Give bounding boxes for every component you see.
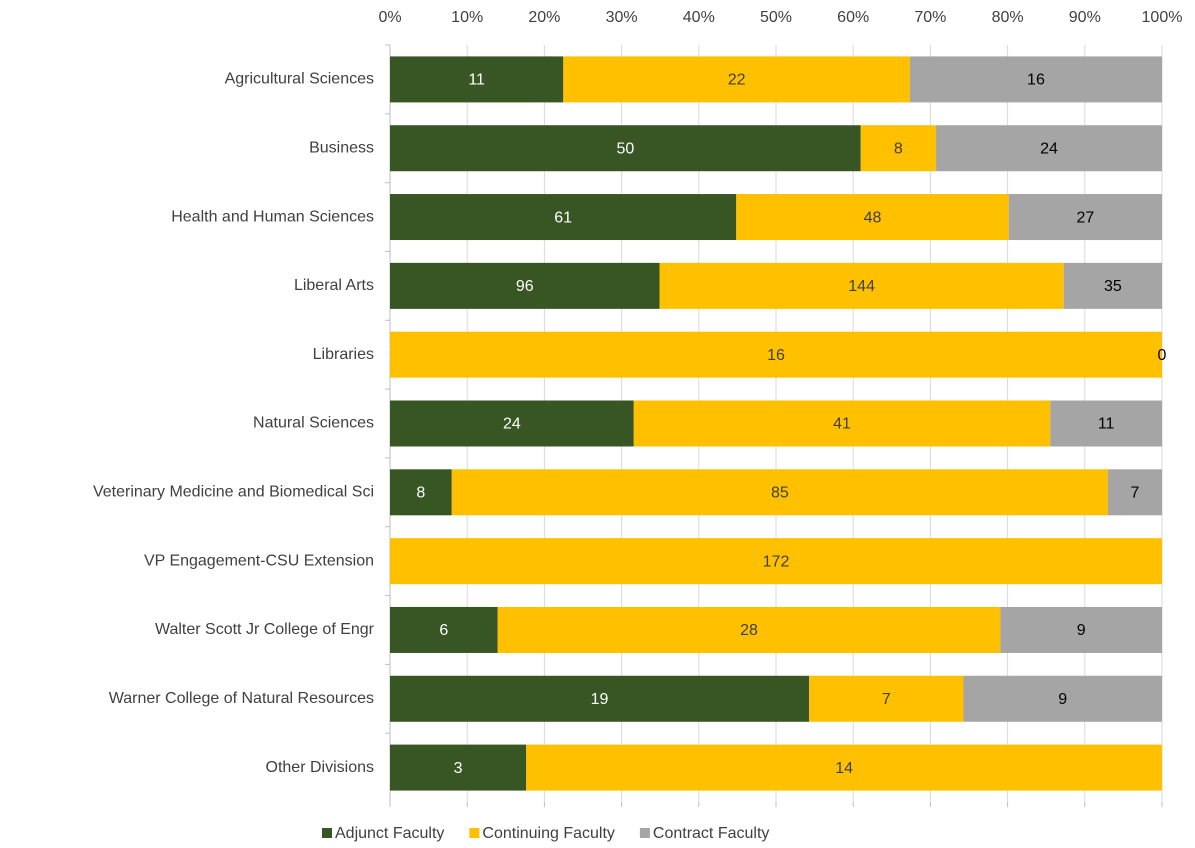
data-label: 16: [1027, 72, 1045, 89]
data-label: 19: [591, 691, 609, 708]
bar-segment: [390, 744, 527, 791]
x-tick-label: 70%: [914, 9, 946, 26]
bar-segment: [963, 675, 1162, 722]
y-tick-label: Liberal Arts: [294, 277, 374, 294]
data-label: 9: [1058, 691, 1067, 708]
bar-segment: [451, 469, 1108, 516]
data-label: 7: [882, 691, 891, 708]
bar-segment: [1050, 400, 1162, 447]
y-tick-label: Natural Sciences: [253, 415, 374, 432]
data-label: 14: [835, 760, 853, 777]
legend-label: Adjunct Faculty: [335, 825, 444, 842]
data-label: 61: [554, 209, 572, 226]
bar-segment: [809, 675, 964, 722]
data-label: 11: [1098, 416, 1115, 433]
y-tick-label: Veterinary Medicine and Biomedical Sci: [93, 484, 374, 501]
data-label: 24: [503, 416, 521, 433]
bar-segment: [390, 675, 810, 722]
bar-segment: [936, 125, 1162, 172]
data-label: 27: [1076, 209, 1094, 226]
data-label: 22: [728, 72, 746, 89]
bar-segment: [659, 262, 1064, 309]
bar-segment: [1000, 606, 1162, 653]
bar-segment: [390, 262, 660, 309]
bar-segment: [633, 400, 1051, 447]
bar-segment: [390, 606, 498, 653]
data-label: 7: [1131, 485, 1140, 502]
data-label: 16: [767, 347, 785, 364]
data-label: 28: [740, 622, 758, 639]
data-label: 11: [468, 72, 485, 89]
bar-segment: [860, 125, 937, 172]
data-label: 3: [454, 760, 463, 777]
bar-segment: [390, 194, 737, 241]
bar-segment: [390, 469, 452, 516]
legend-swatch: [322, 828, 332, 838]
bar-segment: [1008, 194, 1162, 241]
y-tick-label: Business: [309, 139, 374, 156]
data-label: 85: [771, 485, 789, 502]
data-label: 9: [1077, 622, 1086, 639]
data-label: 144: [848, 278, 875, 295]
data-label: 96: [516, 278, 534, 295]
x-tick-label: 10%: [451, 9, 483, 26]
data-label: 24: [1040, 140, 1058, 157]
y-tick-label: Other Divisions: [266, 759, 374, 776]
legend-swatch: [639, 828, 650, 838]
data-label: 0: [1158, 347, 1167, 364]
bar-segment: [390, 331, 1162, 378]
x-tick-label: 40%: [683, 9, 715, 26]
bar-segment: [563, 56, 910, 103]
bar-segment: [1107, 469, 1162, 516]
bar-segment: [390, 56, 564, 103]
data-label: 48: [864, 209, 882, 226]
data-label: 35: [1104, 278, 1122, 295]
data-label: 6: [439, 622, 448, 639]
x-tick-label: 50%: [760, 9, 792, 26]
data-label: 50: [616, 140, 634, 157]
x-tick-label: 20%: [528, 9, 560, 26]
data-label: 41: [833, 416, 851, 433]
x-tick-label: 0%: [378, 9, 401, 26]
x-tick-label: 60%: [837, 9, 869, 26]
data-label: 8: [894, 140, 903, 157]
bar-segment: [1063, 262, 1162, 309]
legend-label: Contract Faculty: [653, 825, 769, 842]
legend-swatch: [469, 828, 480, 838]
y-tick-label: VP Engagement-CSU Extension: [144, 552, 374, 569]
y-tick-label: Libraries: [313, 346, 374, 363]
y-tick-label: Warner College of Natural Resources: [109, 690, 374, 707]
y-tick-label: Health and Human Sciences: [171, 208, 374, 225]
x-tick-label: 100%: [1142, 9, 1183, 26]
bar-segment: [736, 194, 1009, 241]
data-label: 8: [416, 485, 425, 502]
y-tick-label: Walter Scott Jr College of Engr: [155, 621, 375, 638]
y-tick-label: Agricultural Sciences: [225, 71, 374, 88]
bar-segment: [390, 538, 1162, 585]
x-tick-label: 80%: [992, 9, 1024, 26]
bar-segment: [526, 744, 1162, 791]
bar-segment: [390, 125, 861, 172]
data-label: 172: [763, 553, 790, 570]
legend-label: Continuing Faculty: [482, 825, 615, 842]
bar-segment: [390, 400, 634, 447]
x-tick-label: 30%: [606, 9, 638, 26]
bar-segment: [497, 606, 1001, 653]
bar-segment: [909, 56, 1162, 103]
x-tick-label: 90%: [1069, 9, 1101, 26]
